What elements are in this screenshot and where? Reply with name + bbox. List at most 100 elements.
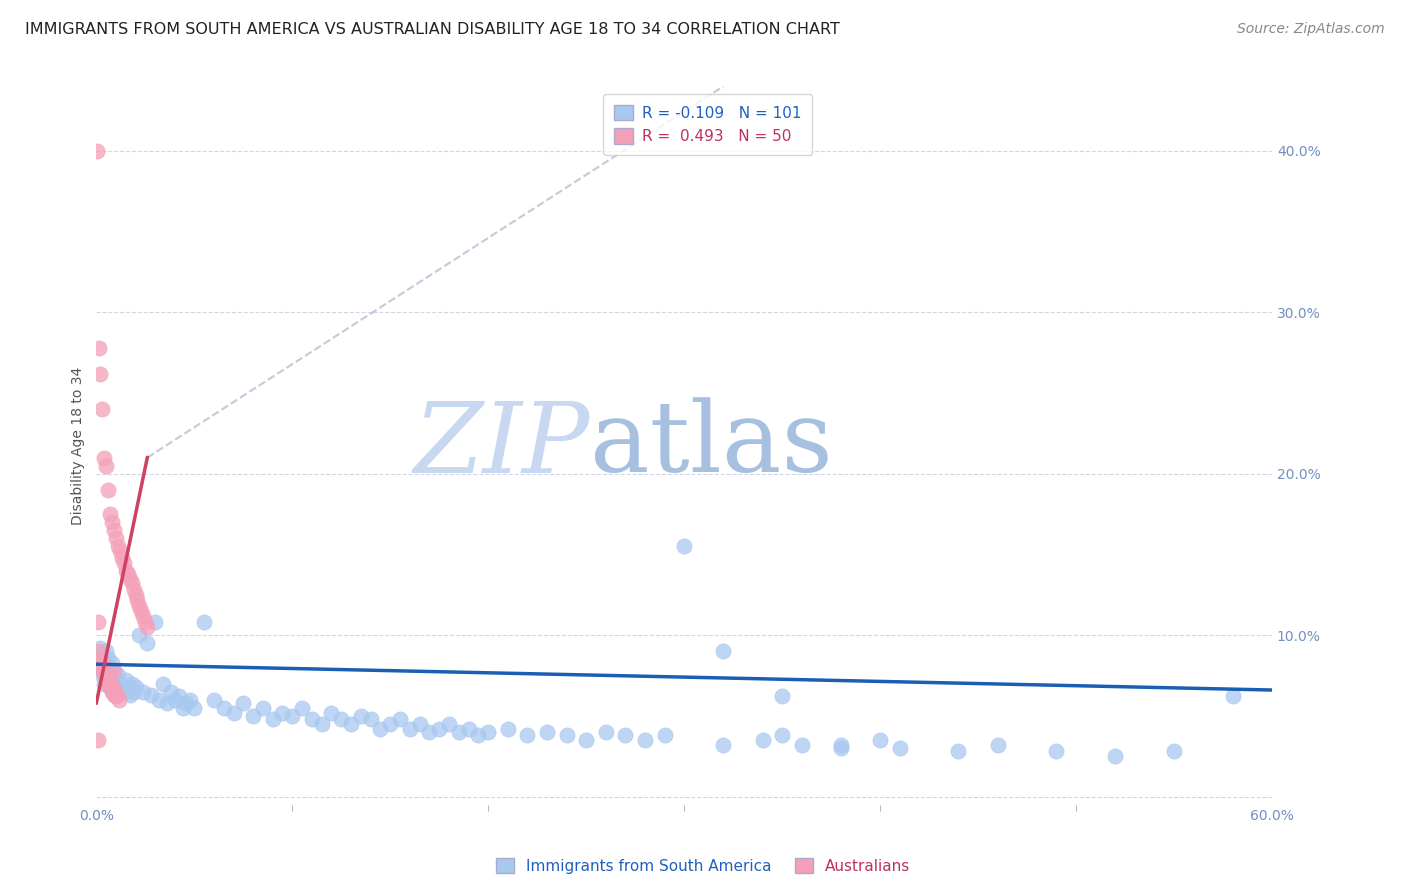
Point <box>91 664 114 678</box>
Point <box>202 692 225 706</box>
Point <box>111 550 134 565</box>
Point <box>103 664 125 678</box>
Point <box>148 692 170 706</box>
Point <box>103 665 125 680</box>
Point <box>156 696 179 710</box>
Point <box>330 712 353 726</box>
Point <box>770 690 793 704</box>
Point <box>555 728 578 742</box>
Point <box>107 540 129 554</box>
Point <box>301 712 323 726</box>
Point <box>360 712 382 726</box>
Point <box>281 709 304 723</box>
Point <box>176 696 198 710</box>
Point <box>91 668 114 682</box>
Point <box>595 725 617 739</box>
Point <box>770 728 793 742</box>
Legend: R = -0.109   N = 101, R =  0.493   N = 50: R = -0.109 N = 101, R = 0.493 N = 50 <box>603 94 811 155</box>
Point <box>141 688 163 702</box>
Point <box>93 450 115 465</box>
Point <box>398 722 420 736</box>
Point <box>118 572 141 586</box>
Point <box>496 722 519 736</box>
Point <box>93 657 115 672</box>
Point <box>122 684 145 698</box>
Point <box>222 706 245 720</box>
Point <box>830 738 852 752</box>
Point <box>340 717 363 731</box>
Point <box>516 728 538 742</box>
Point <box>87 644 110 658</box>
Point <box>114 564 136 578</box>
Point <box>104 690 127 704</box>
Legend: Immigrants from South America, Australians: Immigrants from South America, Australia… <box>489 852 917 880</box>
Point <box>1045 744 1067 758</box>
Point <box>107 668 129 682</box>
Point <box>108 692 131 706</box>
Point <box>94 458 117 473</box>
Point <box>790 738 813 752</box>
Point <box>987 738 1010 752</box>
Point <box>91 648 114 662</box>
Point <box>159 684 181 698</box>
Point <box>104 531 127 545</box>
Point <box>437 717 460 731</box>
Point <box>634 733 657 747</box>
Point <box>183 700 205 714</box>
Point <box>89 641 111 656</box>
Point <box>101 515 124 529</box>
Point <box>457 722 479 736</box>
Point <box>152 676 174 690</box>
Point <box>89 652 111 666</box>
Point <box>124 588 146 602</box>
Point <box>1104 749 1126 764</box>
Point <box>108 544 131 558</box>
Point <box>654 728 676 742</box>
Point <box>97 650 120 665</box>
Point <box>86 144 108 158</box>
Point <box>291 700 314 714</box>
Point <box>107 684 129 698</box>
Point <box>271 706 294 720</box>
Text: atlas: atlas <box>591 398 832 493</box>
Point <box>467 728 489 742</box>
Point <box>111 680 134 694</box>
Point <box>104 673 127 688</box>
Point <box>103 688 125 702</box>
Point <box>167 690 190 704</box>
Point <box>1163 744 1185 758</box>
Point <box>477 725 499 739</box>
Point <box>321 706 343 720</box>
Point <box>212 700 235 714</box>
Point <box>117 680 139 694</box>
Point <box>87 660 110 674</box>
Point <box>118 688 141 702</box>
Point <box>128 628 150 642</box>
Point <box>101 668 124 682</box>
Point <box>112 556 135 570</box>
Point <box>93 676 115 690</box>
Point <box>114 673 136 688</box>
Point <box>711 738 734 752</box>
Point <box>87 733 110 747</box>
Point <box>98 507 121 521</box>
Point <box>117 566 139 581</box>
Point <box>91 402 114 417</box>
Point <box>96 668 118 682</box>
Point <box>103 676 125 690</box>
Point <box>98 660 121 674</box>
Point <box>172 700 194 714</box>
Point <box>418 725 440 739</box>
Point <box>98 672 121 686</box>
Point <box>370 722 392 736</box>
Point <box>89 367 111 381</box>
Point <box>94 672 117 686</box>
Point <box>121 676 143 690</box>
Text: ZIP: ZIP <box>413 398 591 493</box>
Point <box>100 676 122 690</box>
Point <box>98 680 121 694</box>
Point <box>252 700 274 714</box>
Point <box>232 696 254 710</box>
Point <box>350 709 373 723</box>
Point <box>121 576 143 591</box>
